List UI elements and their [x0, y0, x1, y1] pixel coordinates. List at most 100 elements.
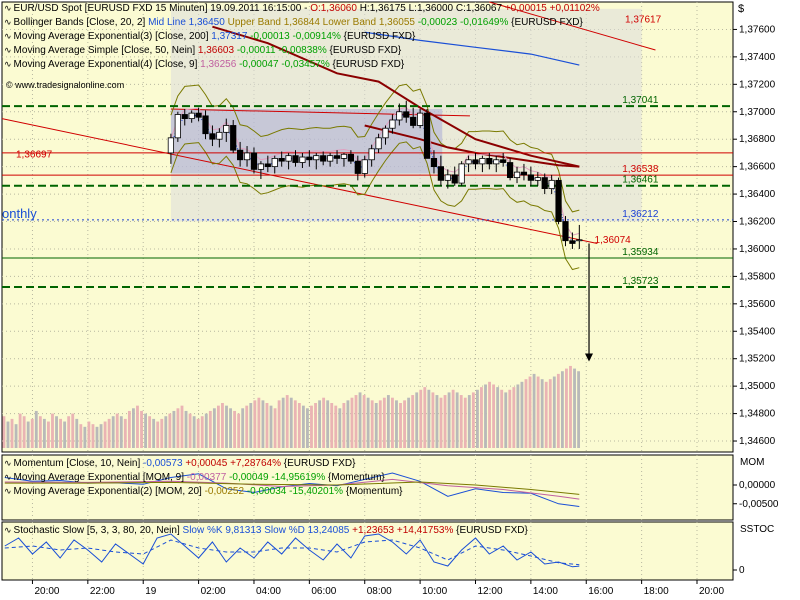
- top-level-label: 1,37617: [625, 15, 662, 26]
- candle-body: [195, 112, 202, 118]
- volume-bar: [196, 418, 200, 448]
- volume-bar: [338, 408, 342, 448]
- volume-bar: [520, 381, 524, 448]
- volume-bar: [504, 392, 508, 448]
- volume-bar: [431, 392, 435, 448]
- source-label: {Momentum}: [345, 486, 403, 497]
- indicator-name: Moving Average Exponential(3) [Close, 20…: [13, 31, 209, 42]
- change-pct-value: -0,00914%: [292, 31, 341, 42]
- indicator-value: -0,00377: [186, 472, 227, 483]
- volume-bar: [229, 408, 232, 448]
- y-tick-label: 1,37400: [739, 52, 776, 63]
- level-label: 1,37041: [622, 95, 659, 106]
- volume-bar: [34, 410, 38, 448]
- candle-body: [375, 137, 382, 150]
- change-pct-value: -0,00838%: [278, 45, 327, 56]
- indicator-value: -0,00573: [143, 458, 183, 469]
- volume-bar: [419, 389, 423, 448]
- candle-body: [416, 112, 424, 126]
- volume-bar: [447, 392, 451, 448]
- volume-bar: [467, 395, 471, 448]
- volume-bar: [107, 418, 111, 448]
- volume-bar: [55, 416, 58, 448]
- wave-icon: ∿: [4, 459, 12, 469]
- indicator-name: Moving Average Simple [Close, 50, Nein]: [13, 45, 196, 56]
- candle-body: [396, 111, 403, 121]
- stoch-panel-label: SSTOC: [740, 524, 775, 535]
- volume-bar: [79, 424, 83, 448]
- volume-bar: [524, 379, 528, 448]
- candle-body: [569, 240, 576, 244]
- volume-bar: [132, 408, 135, 448]
- legend-sma50: ∿ Moving Average Simple [Close, 50, Nein]…: [4, 44, 401, 58]
- x-tick-label: 19: [145, 586, 157, 597]
- volume-bar: [123, 418, 127, 448]
- upper-band-value: Upper Band 1,36844: [227, 17, 320, 28]
- volume-bar: [378, 400, 382, 448]
- legend-stochastic: ∿ Stochastic Slow [5, 3, 3, 80, 20, Nein]…: [4, 524, 528, 538]
- candle-body: [403, 111, 410, 118]
- trend-level-label: 1,36074: [595, 235, 632, 246]
- volume-bar: [314, 403, 317, 448]
- volume-bar: [496, 387, 500, 448]
- volume-bar: [544, 381, 548, 448]
- volume-bar: [63, 421, 67, 448]
- x-tick-label: 08:00: [367, 586, 392, 597]
- volume-bar: [484, 384, 487, 448]
- candle-body: [230, 125, 237, 151]
- candle-body: [465, 159, 472, 165]
- y-tick-label: 1,34800: [739, 409, 776, 420]
- candle-body: [223, 125, 230, 133]
- volume-bar: [221, 403, 224, 448]
- volume-bar: [257, 397, 261, 448]
- volume-bar: [427, 389, 431, 448]
- x-tick-label: 22:00: [90, 586, 115, 597]
- volume-bar: [176, 408, 180, 448]
- volume-bar: [111, 416, 115, 448]
- change-pct-value: +7,28764%: [230, 458, 281, 469]
- volume-bar: [407, 397, 411, 448]
- legend-mom-ema9: ∿ Moving Average Exponential [MOM, 9] -0,…: [4, 471, 385, 485]
- volume-bar: [26, 421, 30, 448]
- source-label: {EURUSD FXD}: [332, 59, 405, 70]
- volume-bar: [573, 368, 576, 448]
- volume-bar: [386, 395, 390, 448]
- candle-body: [527, 174, 534, 181]
- change-pct-value: -14,95619%: [271, 472, 326, 483]
- volume-bar: [370, 400, 374, 448]
- datetime-label: 19.09.2011 16:15:00: [210, 3, 302, 14]
- volume-bar: [395, 400, 398, 448]
- volume-bar: [310, 405, 313, 448]
- candle-body: [181, 114, 188, 120]
- volume-bar: [350, 397, 354, 448]
- x-tick-label: 06:00: [311, 586, 336, 597]
- volume-bar: [216, 405, 220, 448]
- stoch-d-line: [4, 539, 580, 566]
- candle-body: [410, 116, 417, 126]
- open-value: O:1,36060: [310, 3, 357, 14]
- slow-k-value: Slow %K 9,81313: [182, 525, 262, 536]
- volume-bar: [500, 389, 504, 448]
- candle-body: [506, 162, 514, 179]
- volume-bar: [144, 413, 147, 448]
- volume-bar: [536, 376, 540, 448]
- y-tick-label: 1,36200: [739, 217, 776, 228]
- volume-bar: [200, 416, 204, 448]
- change-pct-value: +0,01102%: [549, 3, 600, 14]
- stoch-k-line: [4, 533, 580, 568]
- volume-bar: [188, 413, 192, 448]
- volume-bar: [237, 413, 241, 448]
- volume-bar: [204, 413, 208, 448]
- source-label: {EURUSD FXD}: [343, 31, 416, 42]
- indicator-name: Momentum [Close, 10, Nein]: [13, 458, 141, 469]
- legend-momentum: ∿ Momentum [Close, 10, Nein] -0,00573 +0,…: [4, 457, 355, 471]
- volume-bar: [382, 397, 386, 448]
- x-tick-label: 16:00: [588, 586, 613, 597]
- watermark-label: © www.tradesignalonline.com: [6, 80, 125, 90]
- indicator-name: Moving Average Exponential(2) [MOM, 20]: [13, 486, 202, 497]
- legend-ema9: ∿ Moving Average Exponential(4) [Close, 9…: [4, 58, 404, 72]
- volume-bar: [269, 405, 273, 448]
- volume-bar: [451, 389, 455, 448]
- level-label: 1,36538: [622, 164, 659, 175]
